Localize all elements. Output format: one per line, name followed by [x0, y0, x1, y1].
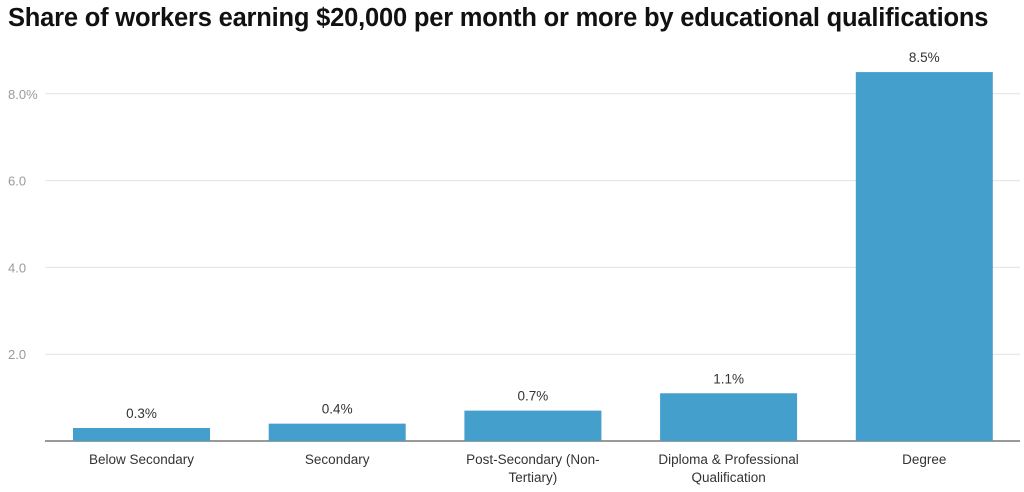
data-label: 0.4%	[322, 402, 353, 417]
data-label: 0.7%	[518, 389, 549, 404]
chart-title: Share of workers earning $20,000 per mon…	[8, 4, 989, 32]
y-tick-label: 6.0	[8, 174, 26, 189]
data-label: 1.1%	[713, 371, 744, 386]
data-label: 8.5%	[909, 50, 940, 65]
bar	[73, 427, 210, 441]
bar	[855, 72, 993, 441]
x-category-label: Qualification	[691, 470, 765, 485]
y-tick-label: 8.0%	[8, 87, 38, 102]
y-tick-label: 4.0	[8, 260, 26, 275]
x-category-label: Secondary	[305, 452, 370, 467]
data-label: 0.3%	[126, 406, 157, 421]
bar	[464, 410, 602, 441]
bar	[660, 393, 798, 441]
x-category-label: Diploma & Professional	[658, 452, 798, 467]
x-category-label: Below Secondary	[89, 452, 194, 467]
bars	[73, 72, 993, 441]
x-category-label: Degree	[902, 452, 946, 467]
x-category-label: Tertiary)	[509, 470, 558, 485]
labels: 0.3% Below Secondary 0.4% Secondary 0.7% Post…	[89, 50, 946, 485]
y-tick-label: 2.0	[8, 347, 26, 362]
bar	[268, 423, 406, 441]
x-category-label: Post-Secondary (Non-	[466, 452, 600, 467]
